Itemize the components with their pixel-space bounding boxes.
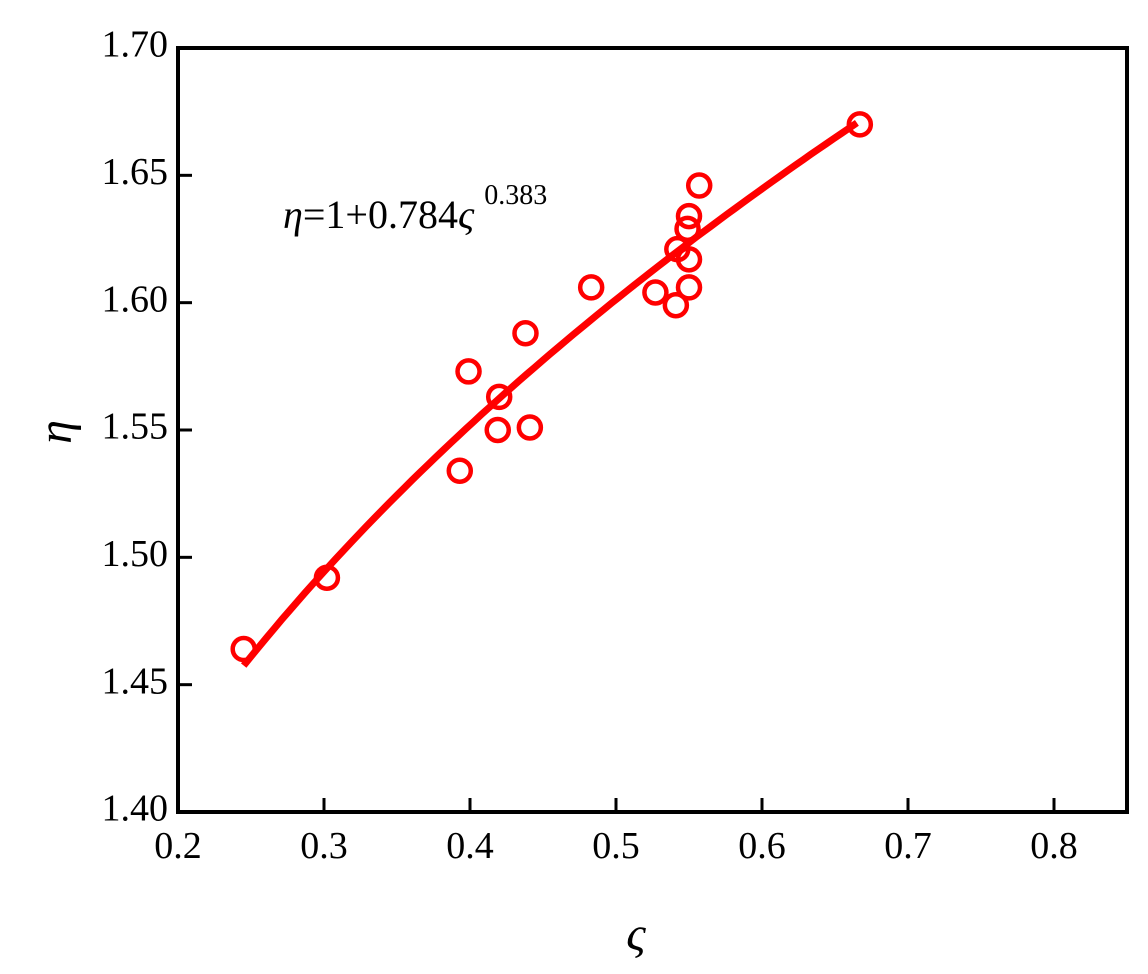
data-point	[484, 416, 511, 444]
fit-equation-var: ς	[458, 192, 475, 237]
fit-equation-lhs: η	[283, 192, 303, 237]
fit-equation: η=1+0.784ς 0.383	[283, 180, 547, 237]
data-point	[230, 635, 257, 663]
x-axis-ticks: 0.2 0.3 0.4 0.5 0.6 0.7 0.8	[154, 798, 1078, 867]
data-point	[675, 246, 703, 273]
data-point	[516, 414, 544, 441]
y-axis-ticks: 1.40 1.45 1.50 1.55 1.60 1.65 1.70	[102, 24, 192, 830]
x-tick-label: 0.5	[592, 825, 640, 867]
data-point	[455, 358, 482, 385]
data-point	[485, 383, 513, 411]
x-axis-title: ς	[626, 908, 646, 961]
y-tick-label: 1.40	[102, 788, 169, 830]
data-point	[846, 111, 874, 138]
fit-equation-exponent: 0.383	[484, 180, 547, 211]
y-tick-label: 1.45	[102, 660, 169, 702]
data-point	[662, 291, 690, 319]
x-tick-label: 0.6	[738, 825, 786, 867]
data-point	[512, 319, 539, 347]
x-tick-label: 0.2	[154, 825, 202, 867]
data-point	[577, 274, 605, 301]
data-point	[674, 215, 701, 243]
plot-frame	[176, 46, 1129, 814]
x-tick-label: 0.8	[1030, 825, 1078, 867]
data-point	[675, 274, 703, 301]
y-tick-label: 1.50	[102, 533, 169, 575]
y-tick-label: 1.70	[102, 24, 169, 66]
y-tick-label: 1.60	[102, 278, 169, 320]
fit-equation-mid: =1+0.784	[303, 192, 458, 237]
y-axis-title: η	[29, 420, 82, 444]
fit-curve	[240, 119, 859, 668]
data-points	[230, 111, 874, 663]
x-tick-label: 0.3	[300, 825, 348, 867]
x-tick-label: 0.7	[884, 825, 932, 867]
y-tick-label: 1.65	[102, 151, 169, 193]
data-point	[685, 172, 713, 199]
x-tick-label: 0.4	[446, 825, 494, 867]
data-point	[675, 202, 703, 230]
data-point	[642, 279, 669, 306]
data-point	[446, 457, 474, 484]
y-tick-label: 1.55	[102, 406, 169, 448]
data-point	[313, 564, 341, 591]
